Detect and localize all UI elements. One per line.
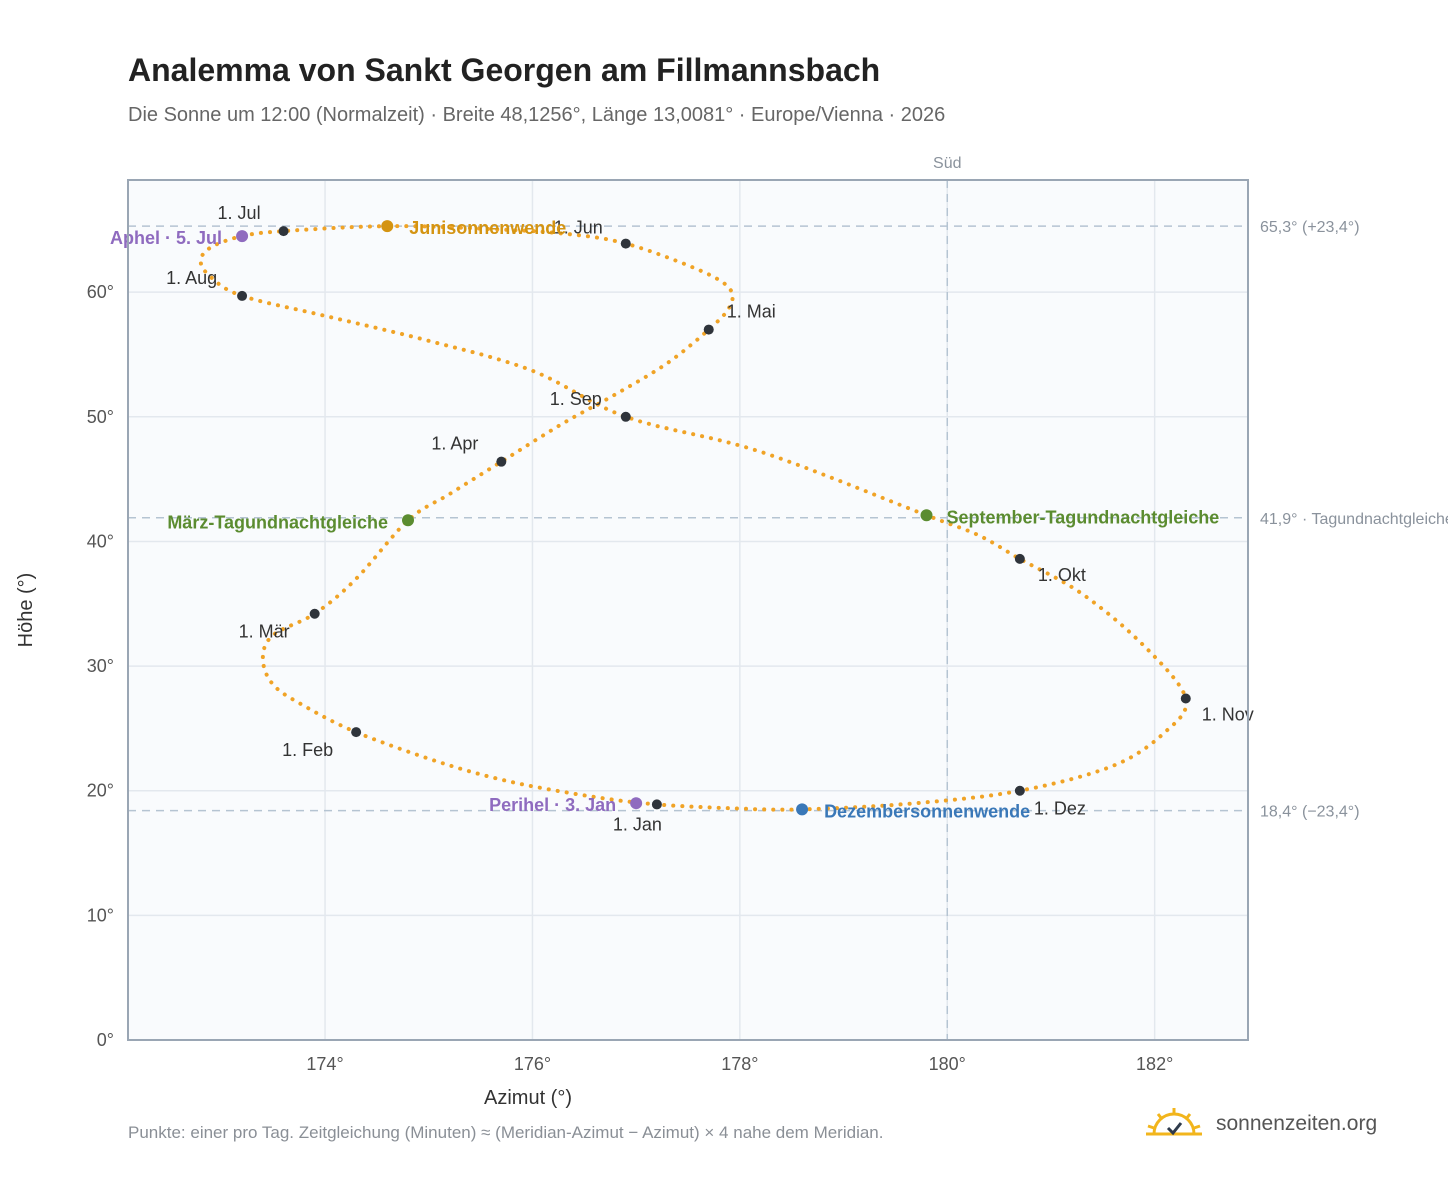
y-tick-label: 0° [97,1030,114,1050]
month-label: 1. Jul [218,203,261,223]
month-marker [1014,785,1025,796]
month-markers: 1. Jan 1. Feb 1. Mär 1. Apr 1. Mai 1. Jun 1. J… [166,203,1254,834]
month-label: 1. Sep [550,389,602,409]
y-tick-label: 20° [87,781,114,801]
event-marker [920,509,933,522]
month-label: 1. Jan [613,814,662,834]
brand-name: sonnenzeiten.org [1216,1112,1378,1135]
month-label: 1. Jun [554,218,603,238]
month-marker [237,290,248,301]
event-label: Aphel · 5. Jul [110,228,222,248]
y-tick-label: 50° [87,407,114,427]
x-tick-label: 178° [721,1054,758,1074]
month-label: 1. Dez [1034,799,1086,819]
month-marker [620,238,631,249]
y-axis-label: Höhe (°) [15,573,37,648]
event-label: Perihel · 3. Jan [489,795,616,815]
sun-logo-icon [1146,1108,1202,1136]
x-tick-label: 176° [514,1054,551,1074]
event-label: September-Tagundnachtgleiche [947,507,1220,527]
y-tick-label: 10° [87,905,114,925]
month-marker [1180,693,1191,704]
y-tick-label: 60° [87,282,114,302]
month-marker [620,411,631,422]
meridian-label: Süd [933,155,961,172]
event-marker [236,230,249,243]
month-marker [278,226,289,237]
footnote: Punkte: einer pro Tag. Zeitgleichung (Mi… [128,1123,884,1142]
month-label: 1. Nov [1202,704,1254,724]
altitude-reference-label: 41,9° · Tagundnachtgleiche [1260,511,1448,528]
x-tick-label: 182° [1136,1054,1173,1074]
altitude-reference-label: 65,3° (+23,4°) [1260,219,1360,236]
event-label: Dezembersonnenwende [824,801,1030,821]
event-marker [402,514,414,527]
x-axis-label: Azimut (°) [484,1087,572,1109]
chart-title: Analemma von Sankt Georgen am Fillmannsb… [128,52,881,88]
month-marker [351,727,362,738]
month-marker [651,799,662,810]
event-marker [796,803,809,816]
plot-frame [127,179,1249,1041]
month-marker [1014,553,1025,564]
month-marker [309,608,320,619]
month-label: 1. Apr [431,434,478,454]
month-marker [496,456,507,467]
chart-subtitle: Die Sonne um 12:00 (Normalzeit) · Breite… [128,104,946,126]
event-marker [381,220,394,233]
altitude-reference-label: 18,4° (−23,4°) [1260,804,1360,821]
event-marker [630,797,643,810]
y-tick-label: 40° [87,531,114,551]
month-label: 1. Feb [282,740,333,760]
event-label: März-Tagundnachtgleiche [167,512,388,532]
x-tick-label: 180° [929,1054,966,1074]
x-tick-label: 174° [306,1054,343,1074]
reference-lines: 65,3° (+23,4°) 41,9° · Tagundnachtgleiche… [128,180,1448,1040]
month-label: 1. Mär [239,622,290,642]
month-label: 1. Mai [727,302,776,322]
axis-ticks: 174° 176° 178° 180° 182° 0° 10° 20° 30° 40° 50° 60° [87,282,1174,1074]
month-label: 1. Okt [1038,565,1086,585]
y-tick-label: 30° [87,656,114,676]
brand[interactable]: sonnenzeiten.org [1146,1104,1377,1144]
month-marker [703,324,714,335]
event-markers: Junisonnenwende Dezembersonnenwende März-T… [110,218,1219,821]
month-label: 1. Aug [166,268,217,288]
event-label: Junisonnenwende [409,218,566,238]
